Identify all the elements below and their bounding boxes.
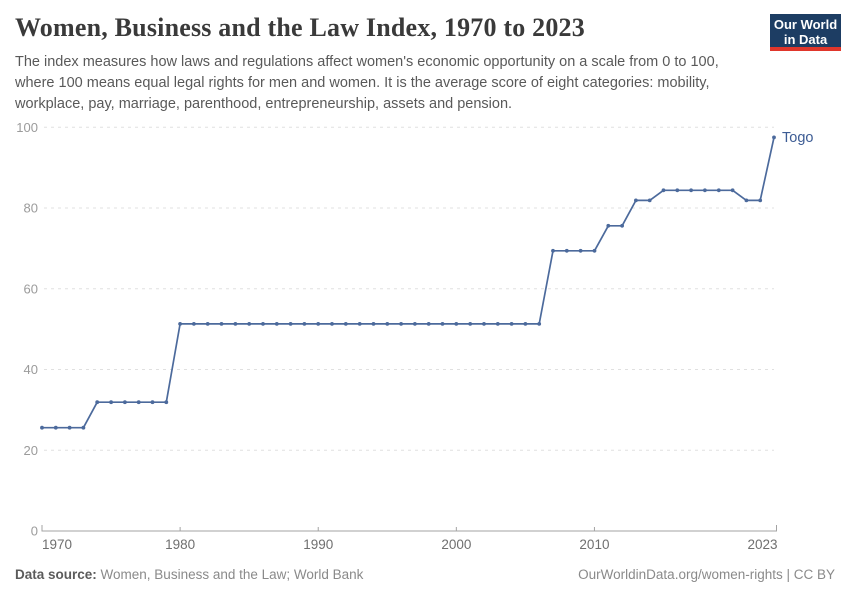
data-point-2019 <box>716 188 721 193</box>
y-tick-label-40: 40 <box>24 362 38 377</box>
data-point-1973 <box>81 425 86 430</box>
data-point-1981 <box>192 322 196 326</box>
x-axis <box>41 525 777 532</box>
data-point-2011 <box>606 223 611 228</box>
data-point-1996 <box>399 322 403 326</box>
subtitle-line: workplace, pay, marriage, parenthood, en… <box>15 95 513 112</box>
data-source-label: Data source: <box>15 567 97 582</box>
chart-svg: 0 20 40 60 80 100 1970 1980 1990 2000 2010 2023 Togo <box>16 120 813 552</box>
data-point-1985 <box>247 322 252 326</box>
data-point-2008 <box>564 248 569 253</box>
data-source-text: Women, Business and the Law; World Bank <box>96 567 364 582</box>
subtitle-line: where 100 means equal legal rights for m… <box>15 74 710 91</box>
data-point-2003 <box>495 322 500 326</box>
data-point-2015 <box>661 188 666 193</box>
data-source-note: Data source: Women, Business and the Law… <box>15 567 363 582</box>
y-tick-label-100: 100 <box>16 120 38 135</box>
data-point-1992 <box>343 322 348 326</box>
data-point-1984 <box>233 322 238 326</box>
series-line-togo <box>41 136 775 429</box>
data-point-2000 <box>454 322 459 326</box>
data-point-2009 <box>578 248 583 253</box>
owid-logo[interactable]: Our World in Data <box>770 14 841 51</box>
chart-footer: Data source: Women, Business and the Law… <box>15 567 835 582</box>
line-chart-canvas: 0 20 40 60 80 100 1970 1980 1990 2000 2010 2023 Togo <box>0 118 850 554</box>
data-point-1983 <box>219 322 224 326</box>
data-point-1975 <box>109 400 113 405</box>
data-point-2020 <box>730 188 735 193</box>
data-point-2001 <box>468 322 473 326</box>
data-point-1986 <box>261 322 265 326</box>
data-point-2005 <box>523 322 528 326</box>
data-point-1994 <box>371 322 376 326</box>
x-tick-label-2010: 2010 <box>579 537 609 552</box>
data-point-1998 <box>426 322 431 326</box>
data-point-1972 <box>67 425 72 430</box>
y-tick-label-20: 20 <box>24 443 38 458</box>
data-point-2014 <box>647 198 652 203</box>
x-tick-label-2023: 2023 <box>747 537 777 552</box>
y-tick-label-0: 0 <box>31 524 38 539</box>
data-point-1974 <box>95 400 100 405</box>
x-tick-label-2000: 2000 <box>441 537 471 552</box>
data-point-2002 <box>482 322 486 326</box>
data-point-1993 <box>357 322 362 326</box>
owid-logo-line2: in Data <box>783 32 828 47</box>
owid-logo-line1: Our World <box>773 17 838 32</box>
data-point-1990 <box>316 322 321 326</box>
data-point-1980 <box>178 322 183 326</box>
data-point-1976 <box>123 400 127 405</box>
entity-label-togo[interactable]: Togo <box>782 130 813 146</box>
x-tick-label-1990: 1990 <box>303 537 333 552</box>
data-point-1971 <box>53 425 58 430</box>
data-point-1997 <box>413 322 417 326</box>
credit-link[interactable]: OurWorldinData.org/women-rights | CC BY <box>578 567 835 582</box>
data-point-1982 <box>205 322 210 326</box>
data-point-1978 <box>150 400 155 405</box>
data-point-2012 <box>620 223 624 228</box>
x-tick-label-1980: 1980 <box>165 537 195 552</box>
data-point-2016 <box>675 188 680 193</box>
data-point-2007 <box>551 248 555 253</box>
data-point-2013 <box>634 198 638 203</box>
data-point-2004 <box>509 322 514 326</box>
data-point-1977 <box>136 400 141 405</box>
data-point-2022 <box>758 198 763 203</box>
data-point-2021 <box>744 198 749 203</box>
data-point-1995 <box>385 322 390 326</box>
subtitle-line: The index measures how laws and regulati… <box>15 53 719 70</box>
data-point-1989 <box>302 322 307 326</box>
data-point-2017 <box>689 188 693 193</box>
data-point-1999 <box>440 322 445 326</box>
data-point-2006 <box>537 322 542 326</box>
data-point-2023 <box>772 135 776 140</box>
page-title: Women, Business and the Law Index, 1970 … <box>15 13 585 42</box>
data-point-1987 <box>274 322 279 326</box>
data-point-2010 <box>592 248 597 253</box>
x-tick-label-1970: 1970 <box>42 537 72 552</box>
chart-subtitle: The index measures how laws and regulati… <box>0 43 850 115</box>
y-tick-label-80: 80 <box>24 201 38 216</box>
data-point-1970 <box>40 425 44 430</box>
y-tick-label-60: 60 <box>24 281 38 296</box>
data-point-1979 <box>164 400 169 405</box>
data-point-1991 <box>330 322 334 326</box>
data-point-2018 <box>703 188 707 193</box>
data-point-1988 <box>288 322 293 326</box>
